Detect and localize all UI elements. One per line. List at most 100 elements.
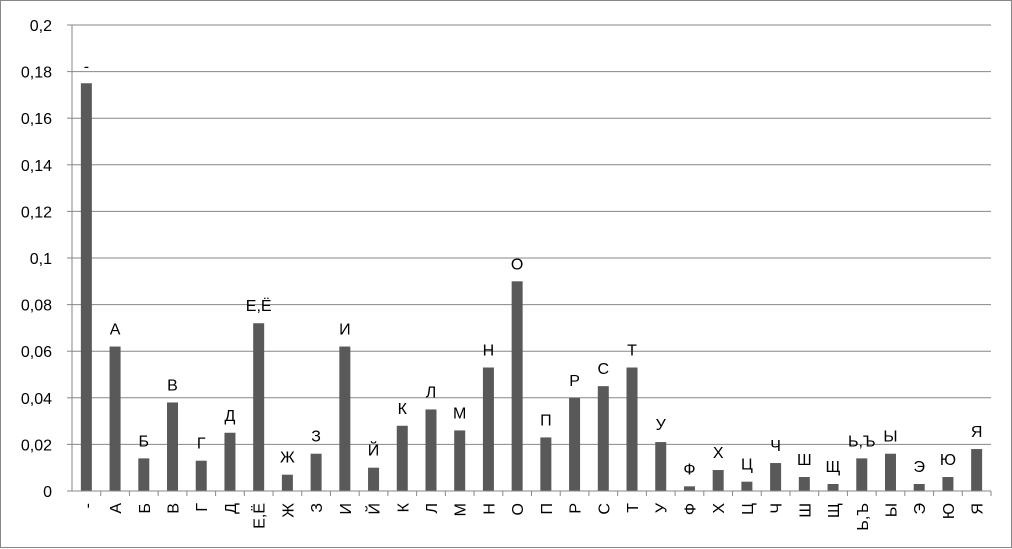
- bar: [655, 442, 667, 491]
- data-label: Ж: [280, 450, 295, 467]
- data-label: Л: [426, 384, 437, 401]
- data-label: М: [453, 405, 466, 422]
- bar: [80, 83, 92, 491]
- data-label: К: [398, 401, 408, 418]
- y-tick-label: 0,12: [21, 204, 52, 221]
- y-tick-label: 0,08: [21, 298, 52, 315]
- x-tick-label: Ь,Ъ: [855, 503, 872, 531]
- data-label: Е,Ё: [246, 297, 272, 315]
- data-label: Д: [225, 408, 236, 425]
- bar: [224, 432, 236, 491]
- data-label: Й: [368, 441, 380, 460]
- data-label: П: [540, 412, 552, 429]
- bar: [396, 425, 408, 491]
- data-label: Б: [139, 433, 150, 450]
- data-label: И: [339, 322, 351, 339]
- data-label: -: [84, 58, 89, 75]
- x-tick-label: Ц: [740, 503, 757, 515]
- bar: [683, 486, 695, 491]
- x-tick-label: Ф: [682, 503, 699, 515]
- bar: [109, 346, 121, 491]
- x-tick-label: Э: [912, 503, 929, 515]
- y-tick-label: 0,02: [21, 437, 52, 454]
- x-tick-label: Ю: [941, 503, 958, 519]
- y-tick-label: 0,04: [21, 391, 52, 408]
- bar: [368, 467, 380, 491]
- x-tick-label: У: [654, 502, 671, 513]
- x-tick-label: Ы: [883, 503, 900, 517]
- bar: [195, 460, 207, 491]
- x-tick-label: Ш: [797, 503, 814, 518]
- x-tick-label: С: [596, 503, 613, 515]
- data-label: Н: [483, 343, 495, 360]
- x-tick-label: Х: [711, 503, 728, 514]
- x-tick-label: Ж: [280, 503, 297, 518]
- x-tick-label: Т: [625, 503, 642, 513]
- x-tick-label: -: [79, 503, 96, 508]
- bar: [626, 367, 638, 491]
- data-label: Э: [913, 459, 925, 476]
- x-tick-label: К: [395, 502, 412, 512]
- data-label: Я: [971, 424, 983, 441]
- x-tick-label: М: [453, 503, 470, 516]
- bar: [281, 474, 293, 491]
- x-axis-labels: - А Б В Г Д Е,Ё Ж З И Й К Л М Н О П Р С Т У Ф Х Ц Ч Ш Щ Ь,Ъ Ы Э Ю Я: [79, 491, 992, 531]
- data-label: Ш: [797, 452, 812, 469]
- data-label: С: [598, 361, 610, 378]
- data-label: Х: [713, 445, 724, 462]
- x-tick-label: А: [108, 503, 125, 514]
- bar: [425, 409, 437, 491]
- data-label: У: [656, 417, 667, 434]
- bar: [138, 458, 150, 491]
- data-label: Ы: [883, 429, 897, 446]
- x-tick-label: П: [539, 503, 556, 515]
- bar: [253, 323, 265, 491]
- x-tick-label: З: [309, 503, 326, 513]
- bar: [770, 463, 782, 491]
- y-tick-label: 0,06: [21, 344, 52, 361]
- bar: [482, 367, 494, 491]
- data-label: Ь,Ъ: [848, 433, 876, 450]
- bar: [827, 484, 839, 491]
- axes: [67, 25, 991, 492]
- bar: [454, 430, 466, 491]
- x-tick-label: Щ: [826, 503, 843, 518]
- x-tick-label: Р: [568, 503, 585, 514]
- data-label: Ц: [741, 457, 753, 474]
- bar: [856, 458, 868, 491]
- y-tick-label: 0: [43, 484, 52, 501]
- data-label: А: [110, 322, 121, 339]
- bar: [884, 453, 896, 491]
- x-tick-label: О: [510, 503, 527, 515]
- bar: [167, 402, 179, 491]
- x-tick-label: Я: [970, 503, 987, 515]
- bar: [310, 453, 322, 491]
- data-label: Ю: [940, 452, 956, 469]
- data-label: Щ: [826, 459, 841, 476]
- bar: [913, 484, 925, 491]
- bar: [741, 481, 753, 491]
- bar: [712, 470, 724, 491]
- y-axis-ticks: 0 0,02 0,04 0,06 0,08 0,1 0,12 0,14 0,16 0,18 0,2: [21, 18, 72, 501]
- bar: [569, 397, 581, 491]
- data-label: З: [311, 429, 321, 446]
- x-tick-label: Б: [137, 503, 154, 514]
- y-tick-label: 0,2: [30, 18, 52, 35]
- bar: [339, 346, 351, 491]
- y-tick-label: 0,1: [30, 251, 52, 268]
- data-label: Т: [627, 343, 637, 360]
- bar: [942, 477, 954, 491]
- bar: [511, 281, 523, 491]
- data-label: В: [167, 377, 178, 394]
- y-tick-label: 0,16: [21, 111, 52, 128]
- bar: [597, 386, 609, 491]
- data-label: Р: [569, 373, 580, 390]
- data-label: Г: [197, 436, 206, 453]
- x-tick-label: Ч: [769, 503, 786, 514]
- gridlines: [72, 24, 991, 445]
- data-label: Ч: [770, 438, 781, 455]
- x-tick-label: И: [338, 503, 355, 515]
- x-tick-label: Л: [424, 503, 441, 514]
